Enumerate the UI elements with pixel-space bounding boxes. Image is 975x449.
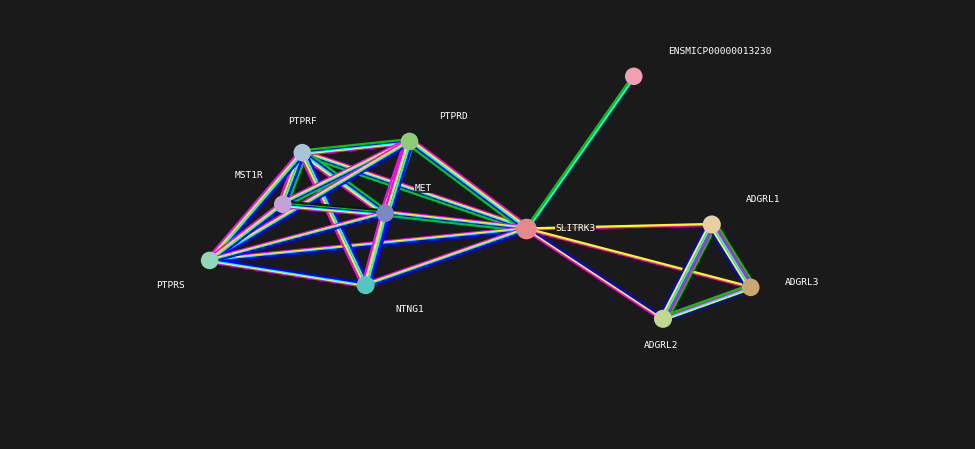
Text: ADGRL3: ADGRL3 <box>785 278 819 287</box>
Text: MST1R: MST1R <box>235 171 263 180</box>
Text: NTNG1: NTNG1 <box>395 305 423 314</box>
Point <box>704 221 720 228</box>
Text: PTPRD: PTPRD <box>439 112 467 121</box>
Point <box>275 201 291 208</box>
Text: ADGRL1: ADGRL1 <box>746 195 780 204</box>
Text: PTPRS: PTPRS <box>157 281 185 290</box>
Point <box>358 282 373 289</box>
Point <box>626 73 642 80</box>
Text: SLITRK3: SLITRK3 <box>556 224 596 233</box>
Text: MET: MET <box>414 184 432 193</box>
Point <box>377 210 393 217</box>
Point <box>202 257 217 264</box>
Point <box>519 225 534 233</box>
Point <box>743 284 759 291</box>
Text: ENSMICP00000013230: ENSMICP00000013230 <box>668 47 771 56</box>
Point <box>294 149 310 156</box>
Point <box>402 138 417 145</box>
Point <box>655 315 671 322</box>
Text: PTPRF: PTPRF <box>288 117 317 126</box>
Text: ADGRL2: ADGRL2 <box>644 341 678 350</box>
